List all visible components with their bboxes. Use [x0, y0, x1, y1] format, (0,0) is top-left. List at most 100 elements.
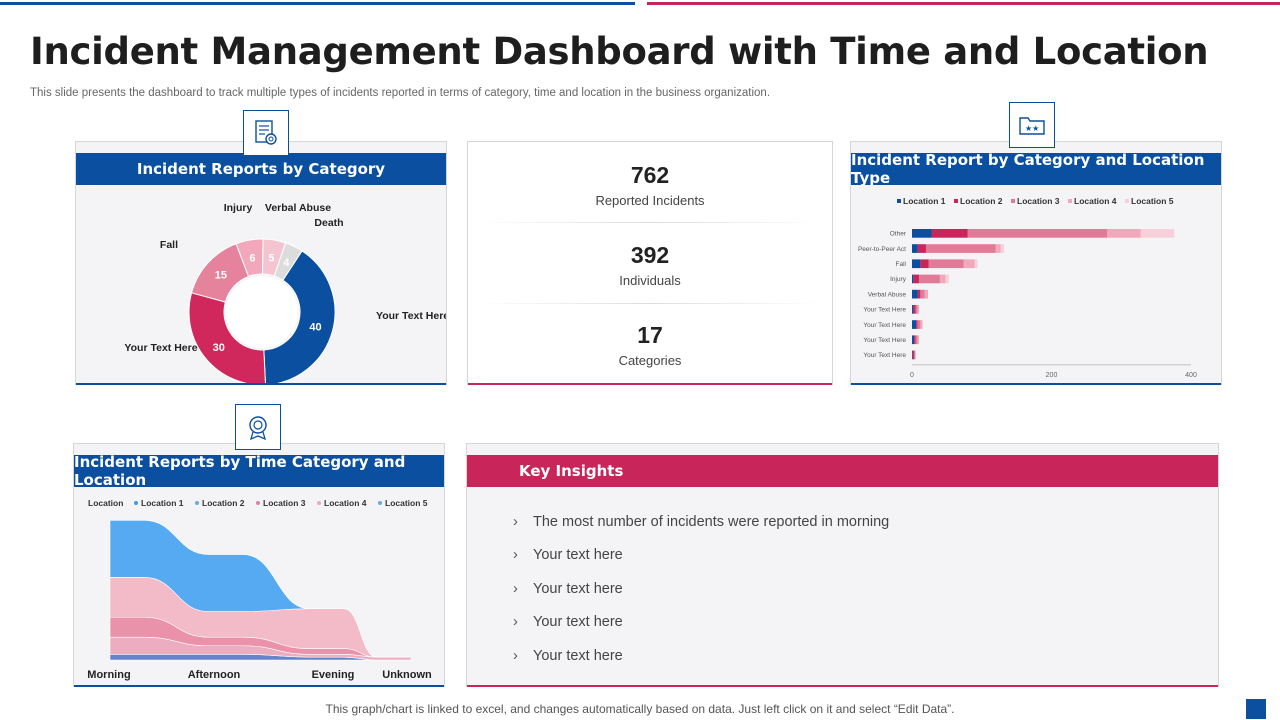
bar-segment	[912, 244, 918, 253]
bar-segment	[912, 350, 915, 360]
y-category-label: Verbal Abuse	[868, 291, 907, 298]
legend-label: Location 3	[263, 498, 306, 508]
bar-segment	[1000, 244, 1005, 253]
top-accent-bar-red	[647, 2, 1280, 5]
x-tick-label: 400	[1185, 372, 1197, 379]
donut-category-label: Injury	[224, 202, 253, 214]
bar-segment	[913, 305, 916, 314]
kpi-label: Reported Incidents	[595, 193, 705, 208]
bar-segment	[914, 335, 916, 345]
bar-segment	[918, 274, 940, 284]
svg-text:★★: ★★	[1025, 124, 1039, 133]
bar-segment	[928, 259, 964, 269]
legend-label: Location 1	[141, 498, 184, 508]
panel-underline	[851, 383, 1221, 385]
y-category-label: Your Text Here	[863, 352, 906, 359]
kpi-divider	[478, 222, 822, 223]
bar-segment	[914, 350, 916, 360]
legend-swatch	[1011, 199, 1015, 203]
top-accent-bar-blue	[0, 2, 635, 5]
bar-segment	[967, 229, 1108, 238]
legend-label: Location 5	[385, 498, 428, 508]
legend-swatch	[1068, 199, 1072, 203]
x-category-label: Evening	[312, 669, 355, 681]
page-subtitle: This slide presents the dashboard to tra…	[30, 87, 771, 99]
legend-swatch	[317, 501, 321, 505]
donut-slice	[188, 292, 266, 384]
y-category-label: Your Text Here	[863, 307, 906, 314]
bar-segment	[912, 350, 913, 360]
category-donut-chart: 40 Your Text Here 30 Your Text Here 15 Fall 6 I…	[124, 202, 446, 384]
location-type-panel-title: Incident Report by Category and Location…	[851, 151, 1221, 187]
bar-segment	[912, 320, 917, 329]
legend-label: Location 1	[903, 196, 946, 206]
legend-label: Location 2	[960, 196, 1003, 206]
bar-segment	[912, 229, 932, 238]
bar-segment	[912, 305, 914, 314]
report-icon-box	[243, 110, 289, 156]
bar-segment	[917, 305, 919, 314]
kpi-reported-incidents: 762 Reported Incidents	[468, 162, 832, 208]
bar-segment	[917, 320, 921, 329]
location-type-panel: Incident Report by Category and Location…	[850, 141, 1222, 385]
legend-swatch	[256, 501, 260, 505]
legend-title: Location	[88, 498, 123, 508]
y-category-label: Peer-to-Peer Act	[858, 246, 906, 253]
donut-value-label: 4	[283, 257, 290, 269]
legend-swatch	[897, 199, 901, 203]
legend-label: Location 3	[1017, 196, 1060, 206]
insight-item: › The most number of incidents were repor…	[513, 514, 889, 530]
panel-underline	[467, 685, 1218, 687]
y-category-label: Your Text Here	[863, 337, 906, 344]
bar-segment	[917, 244, 926, 253]
kpi-label: Categories	[618, 353, 682, 368]
bar-segment	[912, 274, 914, 284]
bar-segment	[924, 289, 929, 299]
bar-segment	[912, 259, 921, 269]
bar-segment	[995, 244, 1001, 253]
legend-label: Location 4	[1074, 196, 1117, 206]
chevron-right-icon: ›	[513, 547, 518, 563]
insight-item: › Your text here	[513, 547, 623, 563]
panel-underline	[76, 383, 446, 385]
x-tick-label: 0	[910, 372, 914, 379]
donut-hole	[226, 276, 298, 348]
chevron-right-icon: ›	[513, 581, 518, 597]
bar-segment	[920, 320, 923, 329]
bar-segment	[916, 320, 918, 329]
bar-segment	[917, 289, 921, 299]
donut-value-label: 5	[268, 252, 274, 264]
insight-item: › Your text here	[513, 581, 623, 597]
insight-item: › Your text here	[513, 614, 623, 630]
time-panel: Incident Reports by Time Category and Lo…	[73, 443, 445, 687]
kpi-card: 762 Reported Incidents 392 Individuals 1…	[467, 141, 833, 385]
insights-panel-title: Key Insights	[467, 455, 1218, 487]
bar-segment	[925, 244, 996, 253]
kpi-individuals: 392 Individuals	[468, 242, 832, 288]
chevron-right-icon: ›	[513, 614, 518, 630]
time-area-chart: Location Location 1 Location 2 Location 3 Lo…	[87, 498, 432, 681]
insight-text: The most number of incidents were report…	[533, 514, 890, 530]
donut-value-label: 15	[215, 270, 227, 282]
bar-segment	[913, 274, 919, 284]
bar-segment	[1140, 229, 1175, 238]
bar-segment	[917, 335, 919, 345]
donut-category-label: Your Text Here	[376, 310, 446, 322]
x-category-label: Afternoon	[188, 669, 241, 681]
badge-icon-box	[235, 404, 281, 450]
bar-segment	[915, 305, 918, 314]
insight-text: Your text here	[533, 648, 623, 664]
stream-area	[109, 520, 411, 658]
bar-segment	[931, 229, 968, 238]
legend-swatch	[1125, 199, 1129, 203]
kpi-categories: 17 Categories	[468, 322, 832, 368]
kpi-value: 17	[637, 322, 663, 348]
bar-segment	[939, 274, 946, 284]
donut-category-label: Verbal Abuse	[265, 202, 331, 214]
badge-icon	[249, 416, 267, 441]
legend-label: Location 4	[324, 498, 367, 508]
legend-swatch	[378, 501, 382, 505]
y-category-label: Fall	[896, 261, 907, 268]
insight-text: Your text here	[533, 547, 623, 563]
donut-value-label: 6	[249, 252, 255, 264]
